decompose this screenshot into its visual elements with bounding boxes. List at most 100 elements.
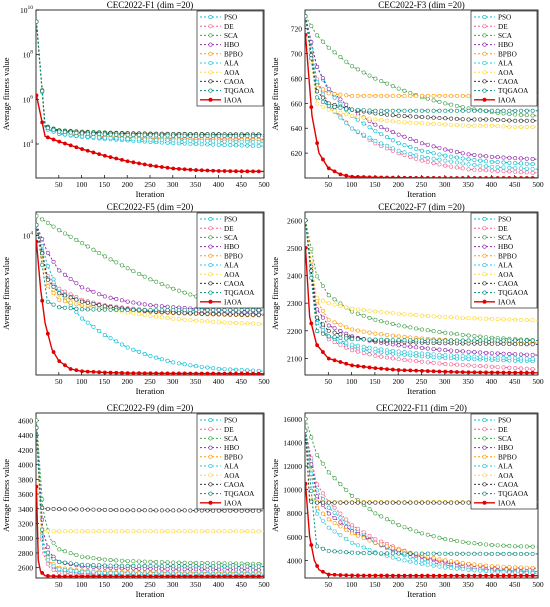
series-point-de: [419, 359, 424, 364]
x-axis-label: Iteration: [136, 386, 166, 396]
series-point-aoa: [165, 316, 170, 321]
series-point-tqgaoa: [350, 337, 355, 342]
series-point-iaoa: [182, 371, 187, 375]
series-point-hbo: [419, 141, 424, 146]
series-point-caoa: [495, 117, 500, 122]
series-point-de: [524, 366, 529, 371]
series-point-tqgaoa: [182, 133, 187, 138]
series-point-aoa: [466, 123, 471, 128]
series-point-hbo: [233, 567, 238, 572]
series-point-de: [332, 340, 337, 345]
series-point-tqgaoa: [68, 561, 73, 566]
series-point-aoa: [355, 307, 360, 312]
x-tick-label: 250: [144, 580, 156, 589]
series-point-tqgaoa: [57, 129, 62, 134]
series-point-sca: [524, 544, 529, 549]
series-point-de: [478, 364, 483, 369]
series-point-ala: [154, 137, 159, 142]
series-point-tqgaoa: [74, 306, 79, 311]
series-point-iaoa: [159, 371, 164, 375]
series-point-tqgaoa: [62, 130, 67, 135]
series-point-tqgaoa: [199, 133, 204, 138]
series-point-hbo: [125, 299, 130, 304]
series-point-ala: [256, 140, 261, 145]
series-point-aoa: [239, 321, 244, 326]
series-point-aoa: [489, 123, 494, 128]
series-point-de: [518, 170, 523, 175]
series-point-hbo: [97, 292, 102, 297]
series-point-tqgaoa: [530, 551, 535, 556]
series-point-ala: [51, 564, 56, 569]
series-point-ala: [518, 166, 523, 171]
legend-label: DE: [224, 225, 234, 233]
series-point-tqgaoa: [171, 564, 176, 569]
series-point-iaoa: [530, 573, 535, 578]
series-point-iaoa: [137, 371, 141, 375]
y-tick-label: 2600: [287, 216, 302, 225]
legend-marker: [208, 500, 213, 505]
series-point-iaoa: [216, 169, 221, 173]
series-point-tqgaoa: [188, 308, 193, 313]
series-point-hbo: [518, 352, 523, 357]
series-point-iaoa: [80, 574, 84, 578]
series-point-iaoa: [211, 168, 216, 173]
legend-marker: [482, 445, 487, 450]
series-point-sca: [36, 213, 39, 218]
series-point-pso: [125, 345, 130, 350]
series-point-aoa: [478, 316, 483, 321]
series-point-ala: [454, 353, 459, 358]
series-point-caoa: [437, 500, 442, 505]
series-point-de: [414, 359, 419, 364]
series-point-aoa: [211, 529, 216, 534]
series-point-aoa: [131, 311, 136, 316]
series-point-hbo: [484, 154, 489, 159]
series-point-ala: [68, 568, 73, 573]
series-point-iaoa: [332, 169, 337, 174]
series-point-tqgaoa: [251, 564, 256, 569]
series-point-tqgaoa: [171, 308, 176, 313]
series-point-tqgaoa: [97, 307, 102, 312]
series-point-bpbo: [530, 565, 535, 570]
series-point-aoa: [245, 529, 250, 534]
series-point-hbo: [425, 346, 430, 351]
series-point-aoa: [344, 305, 349, 310]
legend-label: CAOA: [224, 78, 245, 86]
series-point-ala: [379, 141, 384, 146]
series-point-pso: [148, 354, 153, 359]
series-point-iaoa: [443, 369, 448, 374]
series-point-iaoa: [85, 369, 90, 374]
series-point-ala: [524, 166, 529, 171]
series-point-caoa: [524, 342, 529, 347]
y-tick-label: 108: [23, 50, 34, 60]
series-point-iaoa: [222, 169, 227, 173]
x-tick-label: 450: [509, 580, 521, 589]
series-point-sca: [171, 560, 176, 565]
legend-label: SCA: [224, 32, 239, 40]
series-point-caoa: [256, 508, 261, 513]
series-point-sca: [489, 543, 494, 548]
series-point-sca: [408, 325, 413, 330]
series-point-ala: [518, 356, 523, 361]
series-point-iaoa: [36, 239, 39, 244]
series-point-aoa: [344, 112, 349, 117]
series-point-caoa: [194, 508, 199, 513]
series-point-ala: [102, 135, 107, 140]
x-tick-label: 50: [55, 377, 63, 386]
x-tick-label: 300: [439, 580, 451, 589]
series-point-caoa: [251, 508, 256, 513]
series-point-iaoa: [194, 574, 198, 578]
series-point-tqgaoa: [142, 563, 147, 568]
series-point-hbo: [45, 250, 50, 255]
legend-marker: [208, 253, 213, 258]
series-point-sca: [176, 288, 181, 293]
series-point-caoa: [361, 500, 366, 505]
series-point-de: [402, 357, 407, 362]
series-point-aoa: [385, 310, 390, 315]
series-point-ala: [350, 126, 355, 131]
series-point-sca: [102, 254, 107, 259]
x-tick-label: 500: [532, 580, 544, 589]
series-point-iaoa: [199, 574, 204, 578]
series-point-aoa: [251, 529, 256, 534]
series-point-caoa: [108, 507, 113, 512]
series-point-pso: [484, 159, 489, 164]
